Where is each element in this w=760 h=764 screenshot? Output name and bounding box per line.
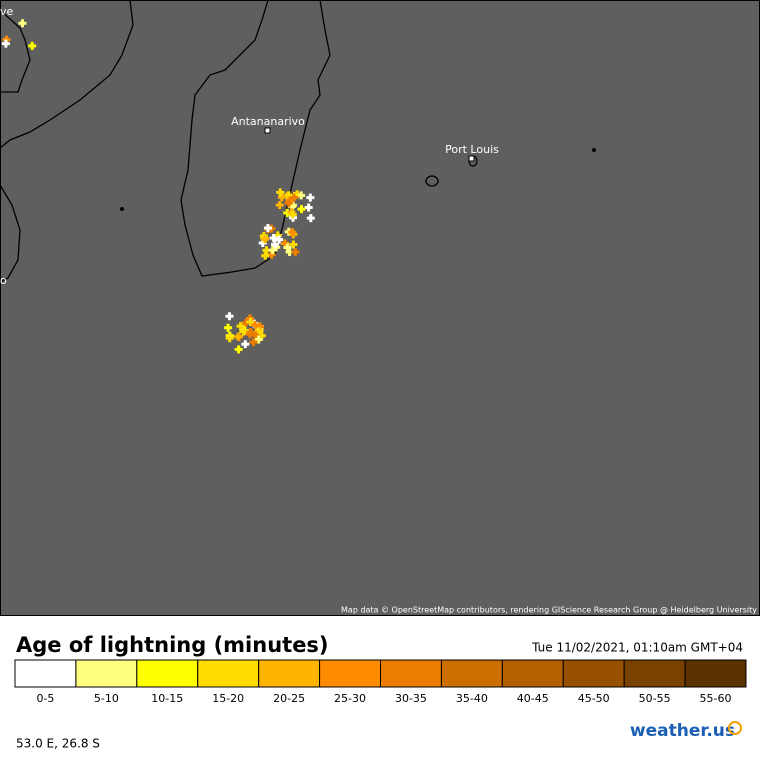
- lightning-strike: [1, 39, 10, 48]
- madagascar-coast: [180, 0, 331, 277]
- lightning-strike: [225, 334, 234, 343]
- logo: weather.us: [630, 721, 735, 741]
- coastlines: [0, 0, 478, 283]
- lightning-strike: [261, 235, 270, 244]
- lightning-strikes: [1, 19, 315, 354]
- legend-swatch: [440, 659, 503, 688]
- lightning-strike: [246, 327, 255, 336]
- legend-swatch: [684, 659, 747, 688]
- timestamp: Tue 11/02/2021, 01:10am GMT+04: [531, 641, 743, 655]
- lightning-strike: [236, 322, 245, 331]
- legend-label: 0-5: [36, 692, 54, 705]
- legend-swatch: [258, 659, 321, 688]
- lightning-strike: [270, 240, 279, 249]
- lightning-strike: [254, 335, 263, 344]
- lightning-strike: [28, 41, 37, 50]
- legend-swatch: [14, 659, 77, 688]
- lightning-strike: [251, 321, 260, 330]
- legend-label: 20-25: [273, 692, 305, 705]
- legend-swatch: [319, 659, 382, 688]
- legend-swatch: [623, 659, 686, 688]
- lightning-strike: [284, 199, 293, 208]
- lightning-strike: [246, 317, 255, 326]
- legend-label: 10-15: [151, 692, 183, 705]
- lightning-strike: [241, 340, 250, 349]
- place-label: Port Louis: [445, 143, 499, 156]
- logo-sun: [728, 721, 742, 735]
- island: [592, 148, 596, 152]
- legend-label: 45-50: [578, 692, 610, 705]
- lightning-strike: [304, 203, 313, 212]
- lightning-strike: [306, 214, 315, 223]
- legend-swatch: [197, 659, 260, 688]
- place-label: o: [0, 274, 7, 287]
- legend-label: 25-30: [334, 692, 366, 705]
- mainland-coast: [0, 184, 21, 283]
- lightning-strike: [224, 323, 233, 332]
- lightning-strike: [291, 248, 300, 257]
- lightning-strike: [297, 205, 306, 214]
- legend-label: 15-20: [212, 692, 244, 705]
- lightning-strike: [306, 193, 315, 202]
- lightning-strike: [18, 19, 27, 28]
- place-label: Antananarivo: [231, 115, 305, 128]
- legend-label: 40-45: [517, 692, 549, 705]
- legend-title: Age of lightning (minutes): [16, 633, 329, 657]
- city-marker: [264, 127, 271, 134]
- lightning-strike: [289, 240, 298, 249]
- lightning-strike: [263, 224, 272, 233]
- lightning-strike: [251, 331, 260, 340]
- lightning-strike: [288, 210, 297, 219]
- lightning-strike: [276, 188, 285, 197]
- legend-label: 55-60: [700, 692, 732, 705]
- legend-label: 35-40: [456, 692, 488, 705]
- legend-swatch: [75, 659, 138, 688]
- map-background: [0, 0, 760, 616]
- lightning-strike: [239, 327, 248, 336]
- place-label: ve: [0, 5, 14, 18]
- mainland-coast: [0, 0, 134, 149]
- legend-swatch: [501, 659, 564, 688]
- legend-label: 50-55: [639, 692, 671, 705]
- lightning-strike: [288, 228, 297, 237]
- legend-label: 30-35: [395, 692, 427, 705]
- legend-swatch: [380, 659, 442, 688]
- legend-label: 5-10: [94, 692, 119, 705]
- lightning-strike: [275, 200, 284, 209]
- mainland-coast: [0, 9, 31, 93]
- attribution-bg: [337, 604, 759, 615]
- attribution: Map data © OpenStreetMap contributors, r…: [341, 606, 757, 615]
- lightning-strike: [225, 312, 234, 321]
- legend-swatch: [562, 659, 625, 688]
- lightning-strike: [277, 193, 286, 202]
- island: [120, 207, 124, 211]
- lightning-strike: [234, 332, 243, 341]
- legend-swatch: [136, 659, 199, 688]
- lightning-strike: [249, 338, 258, 347]
- lightning-strike: [275, 235, 284, 244]
- lightning-strike: [234, 345, 243, 354]
- coordinates: 53.0 E, 26.8 S: [16, 737, 100, 751]
- lightning-strike: [283, 243, 292, 252]
- city-marker: [468, 155, 475, 162]
- lightning-strike: [268, 246, 277, 255]
- legend: 0-5 5-10 10-15 15-20 20-25 25-30 30-35 35-40 40-…: [14, 659, 747, 705]
- lightning-strike: [289, 193, 298, 202]
- island: [425, 175, 439, 187]
